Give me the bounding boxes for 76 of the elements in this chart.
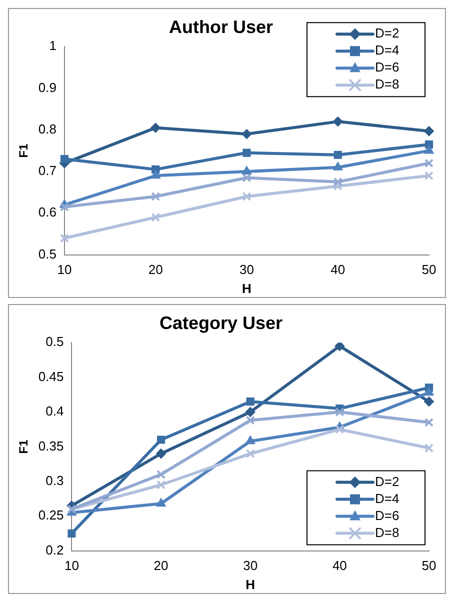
chart-title: Category User [159,312,283,333]
x-tick-label: 50 [422,262,436,278]
legend-label: D=6 [375,508,400,523]
y-tick-label: 0.9 [38,80,56,95]
x-tick-label: 40 [332,558,347,574]
x-tick-label: 40 [330,262,346,278]
y-tick-label: 1 [49,38,56,54]
legend-label: D=4 [375,490,400,506]
x-tick-label: 30 [243,558,258,574]
point [60,154,69,164]
point [333,177,342,186]
point [60,234,70,243]
point [68,529,76,538]
point [156,498,166,507]
point [151,212,160,222]
point [334,342,345,352]
y-tick-label: 0.8 [38,121,56,136]
chart-title: Author User [168,16,274,37]
x-tick-label: 30 [240,262,254,278]
y-tick-label: 0.3 [46,472,64,488]
y-axis-title: F1 [16,143,31,158]
y-tick-label: 0.6 [38,204,56,220]
legend-label: D=2 [375,26,400,41]
point [424,396,434,407]
point [60,202,70,212]
point [242,129,252,140]
point [150,170,160,179]
point [246,436,256,444]
point [156,470,166,479]
y-axis-title: F1 [16,439,31,454]
point [156,480,166,490]
point [335,407,344,417]
point [424,418,434,427]
y-tick-label: 0.7 [38,163,56,178]
point [333,162,343,170]
y-tick-label: 0.35 [38,438,64,454]
y-tick-label: 0.2 [46,542,64,558]
point [242,148,251,157]
x-tick-label: 20 [148,262,163,278]
legend-label: D=8 [375,524,400,540]
point [156,448,166,459]
legend-label: D=4 [375,42,400,58]
point [242,173,252,182]
point [151,192,160,202]
point [332,116,343,127]
point [424,387,434,396]
point [335,424,344,434]
point [242,166,252,175]
point [424,145,434,154]
legend-label: D=6 [375,60,400,75]
point [424,444,434,453]
y-tick-label: 0.5 [46,334,64,350]
point [424,158,434,168]
point [333,182,342,191]
point [334,150,342,159]
point [242,192,252,202]
point [246,449,255,458]
legend-label: D=8 [375,76,400,92]
y-tick-label: 0.45 [38,368,64,384]
point [150,122,161,133]
x-tick-label: 20 [154,558,168,574]
point [245,407,256,417]
x-tick-label: 10 [57,262,72,278]
point [424,171,434,180]
legend-label: D=2 [375,474,400,489]
y-tick-label: 0.5 [38,246,56,262]
x-tick-label: 10 [64,558,79,574]
point [424,126,434,136]
point [156,436,166,444]
y-tick-label: 0.25 [38,508,64,523]
point [246,416,255,425]
y-tick-label: 0.4 [46,404,64,419]
x-axis-title: H [242,280,252,296]
point [246,398,254,406]
x-tick-label: 50 [422,558,436,574]
x-axis-title: H [246,576,256,592]
